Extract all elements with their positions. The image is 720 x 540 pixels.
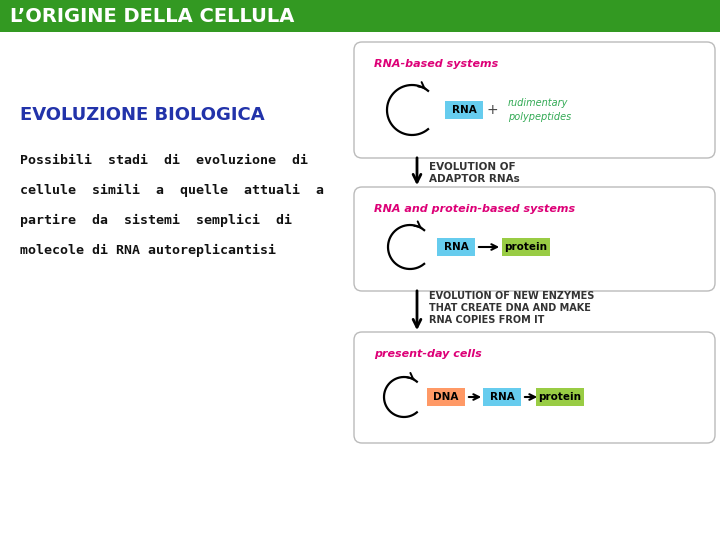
FancyBboxPatch shape [437, 238, 475, 256]
Text: RNA: RNA [490, 392, 514, 402]
Text: protein: protein [505, 242, 547, 252]
Text: ADAPTOR RNAs: ADAPTOR RNAs [429, 173, 520, 184]
FancyBboxPatch shape [354, 42, 715, 158]
Text: protein: protein [539, 392, 582, 402]
FancyBboxPatch shape [427, 388, 465, 406]
FancyBboxPatch shape [445, 101, 483, 119]
Text: RNA COPIES FROM IT: RNA COPIES FROM IT [429, 315, 544, 325]
Text: RNA: RNA [444, 242, 469, 252]
Text: RNA-based systems: RNA-based systems [374, 59, 498, 69]
Text: cellule  simili  a  quelle  attuali  a: cellule simili a quelle attuali a [20, 184, 324, 197]
Text: present-day cells: present-day cells [374, 349, 482, 359]
FancyBboxPatch shape [502, 238, 550, 256]
Text: EVOLUTION OF NEW ENZYMES: EVOLUTION OF NEW ENZYMES [429, 291, 595, 301]
FancyBboxPatch shape [536, 388, 584, 406]
Bar [0, 0, 720, 32]
FancyBboxPatch shape [354, 332, 715, 443]
Text: Possibili  stadi  di  evoluzione  di: Possibili stadi di evoluzione di [20, 153, 308, 166]
Text: rudimentary: rudimentary [508, 98, 568, 108]
FancyBboxPatch shape [354, 187, 715, 291]
Text: EVOLUTION OF: EVOLUTION OF [429, 161, 516, 172]
Text: +: + [486, 103, 498, 117]
Text: RNA: RNA [451, 105, 477, 115]
Text: THAT CREATE DNA AND MAKE: THAT CREATE DNA AND MAKE [429, 303, 591, 313]
Text: partire  da  sistemi  semplici  di: partire da sistemi semplici di [20, 213, 292, 227]
Text: RNA and protein-based systems: RNA and protein-based systems [374, 204, 575, 214]
Text: DNA: DNA [433, 392, 459, 402]
Text: molecole di RNA autoreplicantisi: molecole di RNA autoreplicantisi [20, 244, 276, 256]
Text: EVOLUZIONE BIOLOGICA: EVOLUZIONE BIOLOGICA [20, 106, 265, 124]
FancyBboxPatch shape [483, 388, 521, 406]
Text: L’ORIGINE DELLA CELLULA: L’ORIGINE DELLA CELLULA [10, 6, 294, 25]
Text: polypeptides: polypeptides [508, 112, 571, 122]
